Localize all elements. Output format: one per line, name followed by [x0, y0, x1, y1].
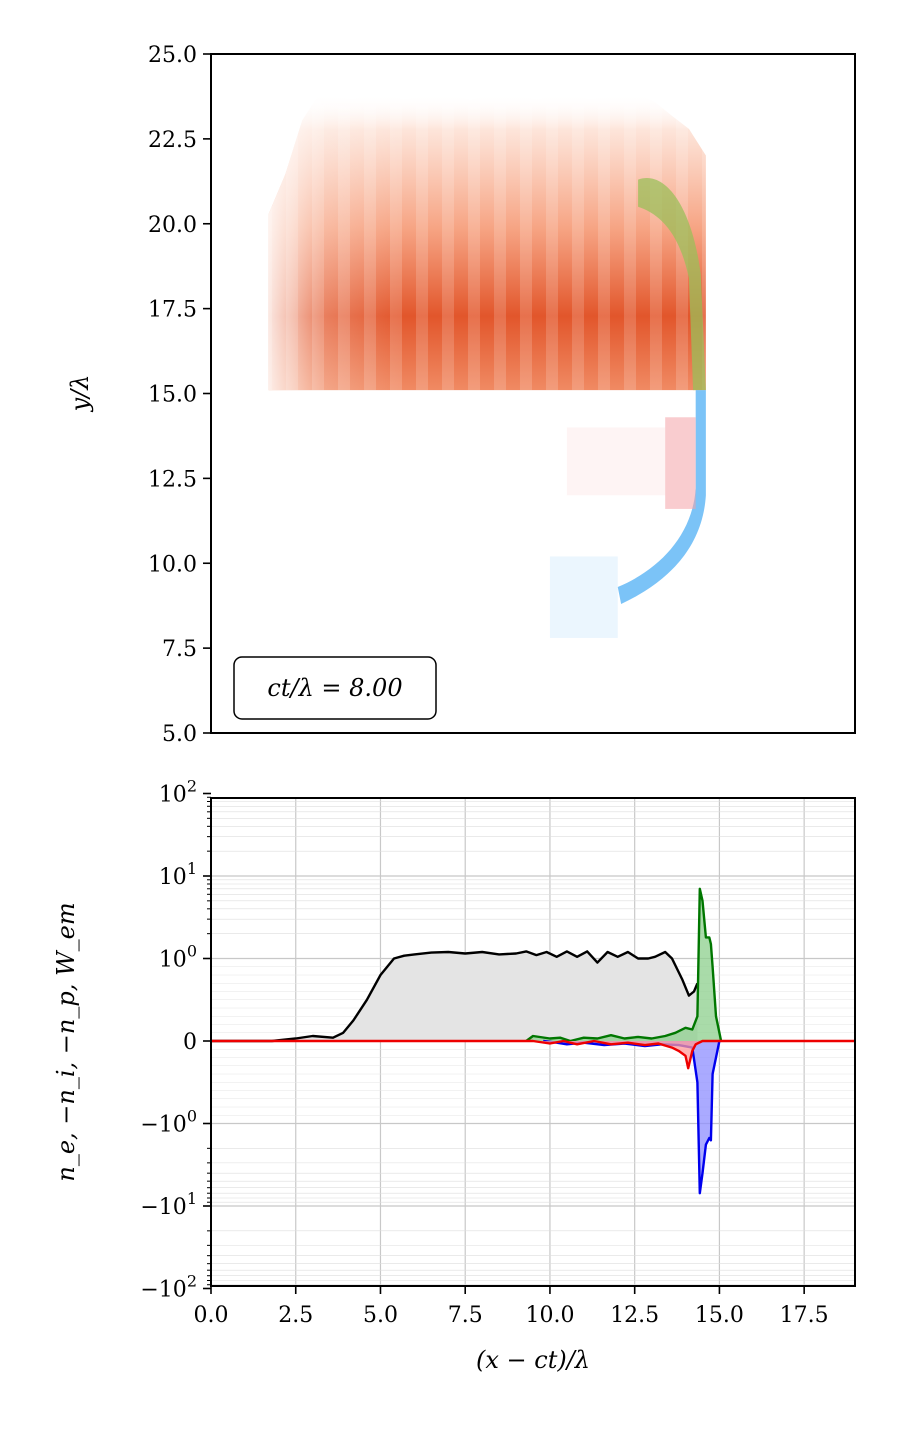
heatmap-y-tick-label: 7.5 — [162, 637, 197, 662]
red-series-line — [211, 1039, 855, 1070]
heatmap-y-tick-label: 22.5 — [148, 128, 197, 153]
x-tick-label: 15.0 — [695, 1303, 744, 1328]
line-frame — [210, 797, 856, 1287]
y-tick-label: −101 — [140, 1189, 197, 1220]
time-annotation-text: ct/λ = 8.00 — [267, 674, 402, 702]
heatmap-y-tick-label: 17.5 — [148, 298, 197, 323]
x-tick-label: 10.0 — [525, 1303, 574, 1328]
pink-species-layer — [566, 417, 696, 509]
pink-species-core — [665, 417, 696, 509]
blue-series — [543, 1039, 721, 1195]
green-species-layer — [638, 177, 706, 391]
ne-series — [211, 950, 699, 1043]
time-annotation: ct/λ = 8.00 — [233, 656, 437, 720]
blue-series-line — [543, 1039, 721, 1195]
heatmap-y-axis-label: y/λ — [66, 375, 94, 413]
x-tick-label: 12.5 — [610, 1303, 659, 1328]
line-y-axis-label: n_e, −n_i, −n_p, W_em — [52, 902, 80, 1181]
blue-series-fill — [543, 1041, 720, 1194]
line-panel: 0.0 2.5 5.0 7.5 10.0 12.5 15.0 17.5 102 101 100 0 −… — [52, 777, 856, 1374]
heatmap-y-ticks: 5.0 7.5 10.0 12.5 15.0 17.5 20.0 22.5 25.0 — [148, 43, 211, 747]
heatmap-layers — [268, 94, 706, 638]
line-y-ticks: 102 101 100 0 −100 −101 −102 — [140, 777, 211, 1303]
heatmap-y-tick-label: 12.5 — [148, 467, 197, 492]
heatmap-y-tick-label: 20.0 — [148, 213, 197, 238]
line-series — [211, 887, 855, 1195]
y-tick-label: 0 — [183, 1030, 197, 1055]
line-x-axis-label: (x − ct)/λ — [476, 1346, 590, 1374]
blue-species-shell — [617, 390, 706, 604]
ne-series-fill — [211, 951, 698, 1041]
pink-species-haze — [566, 427, 666, 496]
x-tick-label: 7.5 — [448, 1303, 483, 1328]
x-tick-label: 0.0 — [194, 1303, 229, 1328]
heatmap-y-tick-label: 10.0 — [148, 552, 197, 577]
heatmap-panel: 5.0 7.5 10.0 12.5 15.0 17.5 20.0 22.5 25.0 y/λ c… — [66, 43, 856, 747]
y-tick-label: −102 — [140, 1272, 197, 1303]
red-series-fill — [211, 1041, 855, 1069]
line-x-ticks: 0.0 2.5 5.0 7.5 10.0 12.5 15.0 17.5 — [194, 1286, 829, 1328]
x-tick-label: 17.5 — [780, 1303, 829, 1328]
heatmap-y-tick-label: 5.0 — [162, 722, 197, 747]
green-series — [525, 887, 723, 1043]
y-tick-label: 101 — [159, 859, 197, 890]
heatmap-y-tick-label: 25.0 — [148, 43, 197, 68]
y-tick-label: −100 — [140, 1107, 197, 1138]
time-annotation-box — [233, 656, 437, 720]
blue-species-haze — [549, 556, 618, 638]
ne-series-line — [211, 950, 699, 1043]
x-tick-label: 2.5 — [278, 1303, 313, 1328]
heatmap-y-tick-label: 15.0 — [148, 383, 197, 408]
electron-density-fade — [268, 94, 706, 391]
blue-species-layer — [549, 390, 706, 638]
electron-density-layer — [268, 94, 706, 391]
red-series — [211, 1039, 855, 1070]
y-tick-label: 102 — [159, 777, 197, 808]
x-tick-label: 5.0 — [363, 1303, 398, 1328]
green-species-shell — [638, 177, 706, 391]
green-series-line — [525, 887, 723, 1043]
y-tick-label: 100 — [159, 942, 197, 973]
